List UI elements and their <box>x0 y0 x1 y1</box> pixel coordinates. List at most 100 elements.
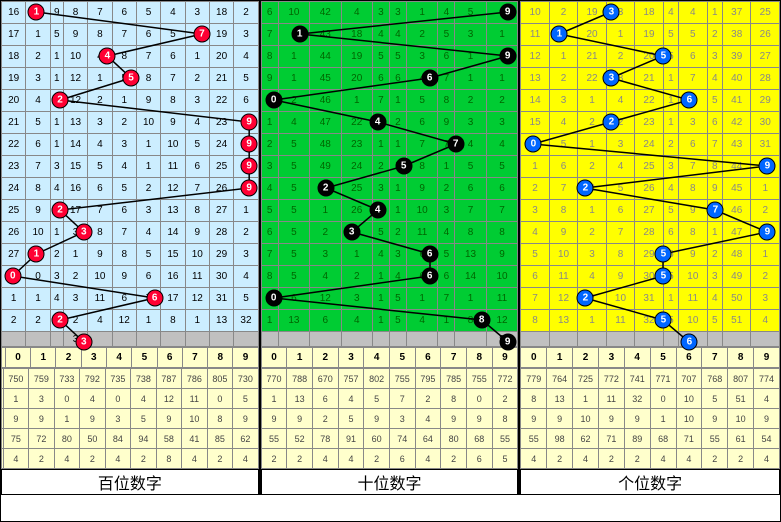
col-header: 2 <box>312 348 338 368</box>
cell: 4 <box>707 288 722 310</box>
cell: 4 <box>161 2 185 24</box>
cell: 2 <box>372 156 389 178</box>
data-row: 261013874149282 <box>2 222 259 244</box>
cell: 1 <box>50 112 63 134</box>
cell: 5 <box>136 2 160 24</box>
cell: 23 <box>2 156 26 178</box>
ball-marker: 2 <box>577 290 594 307</box>
cell <box>209 332 233 347</box>
cell <box>722 332 750 347</box>
summary-cell: 786 <box>182 369 208 389</box>
summary-cell: 98 <box>547 429 573 449</box>
cell: 26 <box>751 24 780 46</box>
summary-cell: 2 <box>364 449 390 469</box>
cell: 4 <box>50 178 63 200</box>
summary-cell: 2 <box>624 449 650 469</box>
summary-cell: 2 <box>598 449 624 469</box>
data-row: 0513242674331 <box>521 134 780 156</box>
cell: 6 <box>455 178 486 200</box>
summary-cell: 10 <box>728 409 754 429</box>
cell: 5 <box>389 310 406 332</box>
summary-cell: 0 <box>54 389 80 409</box>
cell: 4 <box>26 90 50 112</box>
cell: 45 <box>310 68 341 90</box>
summary-row: 779764725772741771707768807774 <box>521 369 780 389</box>
cell <box>26 332 50 347</box>
summary-row: 9925934998 <box>261 409 518 429</box>
ball-marker: 2 <box>52 312 69 329</box>
cell: 19 <box>341 46 372 68</box>
cell: 1 <box>521 156 549 178</box>
cell: 5 <box>278 266 309 288</box>
data-row: 45225319266 <box>261 178 518 200</box>
cell: 7 <box>136 46 160 68</box>
data-row: 492728681479 <box>521 222 780 244</box>
ball-marker: 3 <box>343 224 360 241</box>
ball-marker: 5 <box>655 246 672 263</box>
col-header: 1 <box>547 348 573 368</box>
summary-cell: 774 <box>754 369 780 389</box>
col-header: 0 <box>5 348 30 368</box>
summary-cell: 4 <box>233 449 259 469</box>
cell: 3 <box>261 156 278 178</box>
ball-marker: 6 <box>421 268 438 285</box>
cell: 5 <box>406 90 437 112</box>
cell: 9 <box>679 200 707 222</box>
cell: 1 <box>663 90 678 112</box>
cell: 11 <box>521 24 549 46</box>
cell: 4 <box>549 112 577 134</box>
cell <box>2 332 26 347</box>
cell <box>751 332 780 347</box>
cell: 24 <box>209 134 233 156</box>
cell: 14 <box>521 90 549 112</box>
cell: 22 <box>209 90 233 112</box>
cell: 1 <box>310 200 341 222</box>
cell: 9 <box>438 112 455 134</box>
cell: 1 <box>63 244 87 266</box>
summary-row: 750759733792735738787786805730 <box>2 369 259 389</box>
cell: 42 <box>310 2 341 24</box>
cell: 5 <box>278 200 309 222</box>
ball-marker: 0 <box>265 92 282 109</box>
summary-cell: 2 <box>492 389 518 409</box>
summary-cell: 8 <box>441 389 467 409</box>
cell: 1 <box>389 178 406 200</box>
summary-cell: 84 <box>105 429 131 449</box>
cell: 1 <box>438 156 455 178</box>
summary-cell: 771 <box>650 369 676 389</box>
summary-cell: 4 <box>338 389 364 409</box>
cell: 2 <box>578 222 606 244</box>
cell: 4 <box>606 90 634 112</box>
cell: 2 <box>234 2 258 24</box>
data-row: 254823117744 <box>261 134 518 156</box>
cell: 1 <box>486 68 518 90</box>
cell: 24 <box>2 178 26 200</box>
summary-cell: 4 <box>80 389 106 409</box>
cell: 4 <box>372 244 389 266</box>
cell: 1 <box>663 112 678 134</box>
ball-marker: 3 <box>603 4 620 21</box>
cell <box>310 332 341 347</box>
summary-cell: 80 <box>54 429 80 449</box>
cell: 8 <box>26 178 50 200</box>
header-row: 0123456789 <box>520 347 780 368</box>
summary-row: 813111320105514 <box>521 389 780 409</box>
cell: 17 <box>161 288 185 310</box>
summary-cell: 78 <box>312 429 338 449</box>
summary-cell: 50 <box>80 429 106 449</box>
cell: 21 <box>2 112 26 134</box>
cell: 46 <box>722 200 750 222</box>
cell <box>112 332 136 347</box>
data-row: 237315541116259 <box>2 156 259 178</box>
cell: 5 <box>372 46 389 68</box>
cell: 1 <box>663 68 678 90</box>
summary-cell: 94 <box>131 429 157 449</box>
cell: 24 <box>635 134 663 156</box>
label-row: 十位数字 <box>261 469 519 495</box>
summary-cell: 9 <box>702 409 728 429</box>
summary-cell: 5 <box>233 389 259 409</box>
ball-marker: 0 <box>525 136 542 153</box>
summary-cell: 12 <box>156 389 182 409</box>
summary-cell: 2 <box>441 449 467 469</box>
cell: 13 <box>278 310 309 332</box>
